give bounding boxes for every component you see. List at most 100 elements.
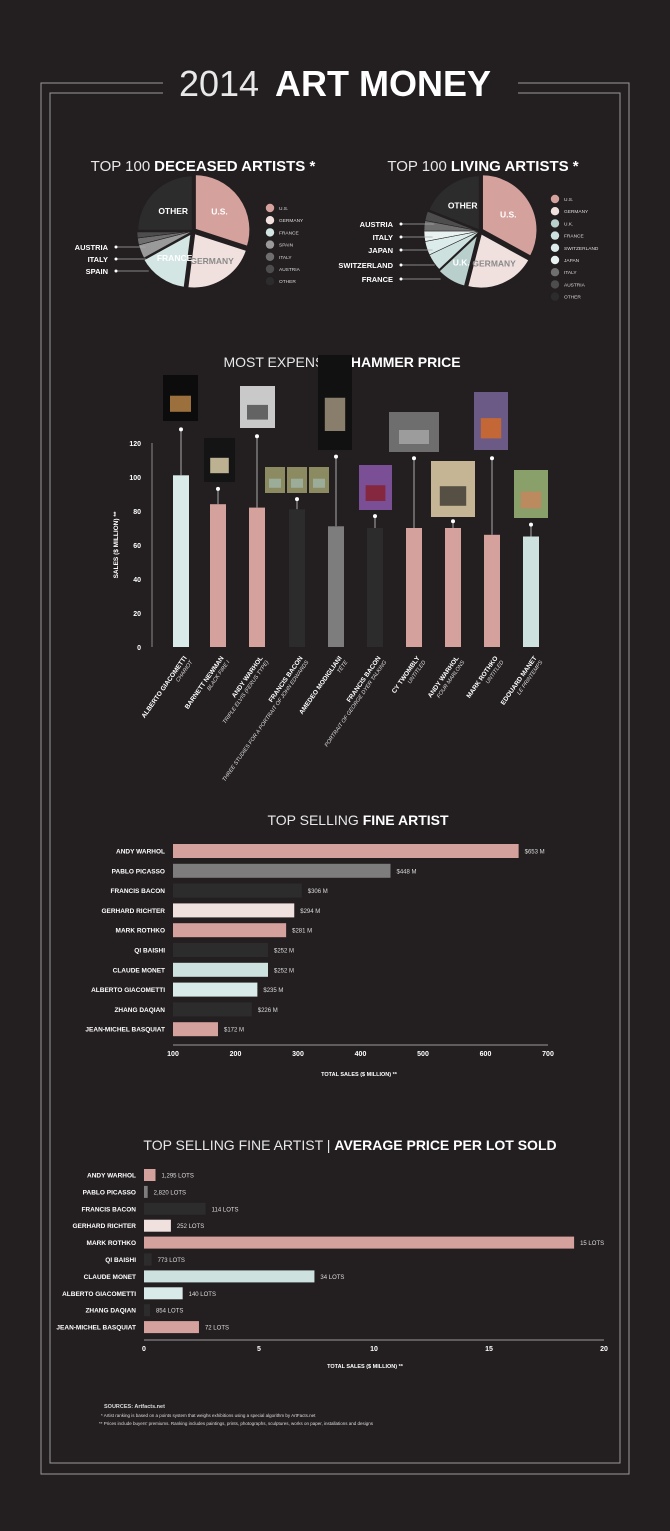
pin-dot	[179, 427, 183, 432]
chart-title: MOST EXPENSIVE HAMMER PRICE	[223, 354, 460, 370]
legend-swatch	[550, 268, 560, 277]
bar-category-label: CLAUDE MONET	[84, 1274, 136, 1281]
artwork-detail	[365, 485, 386, 501]
bar-category-label: ZHANG DAQIAN	[85, 1308, 136, 1315]
pie-slice-label: GERMANY	[472, 259, 516, 269]
bar	[173, 943, 268, 957]
legend-swatch	[550, 207, 560, 216]
legend-swatch	[550, 219, 560, 228]
pin-dot	[255, 434, 259, 439]
x-tick-label: 15	[485, 1346, 493, 1353]
x-axis-label: TOTAL SALES ($ MILLION) **	[321, 1072, 398, 1078]
pin-dot	[412, 456, 416, 461]
bar	[406, 528, 422, 647]
bar-artist: ALBERTO GIACOMETTI	[141, 655, 189, 720]
artwork-detail	[291, 478, 303, 488]
y-tick-label: 40	[133, 577, 141, 584]
bar-value-label: 140 LOTS	[189, 1292, 216, 1298]
callout-label: SWITZERLAND	[338, 261, 393, 270]
bar-category-label: JEAN-MICHEL BASQUIAT	[85, 1027, 165, 1034]
bar-value-label: $252 M	[274, 968, 294, 974]
legend-swatch	[550, 231, 560, 240]
bar	[144, 1169, 156, 1181]
pie-slice-label: GERMANY	[190, 256, 234, 266]
x-tick-label: 0	[142, 1346, 146, 1353]
bar	[173, 923, 287, 938]
chart-title-light: TOP 100	[91, 158, 151, 175]
legend-label: OTHER	[279, 279, 296, 285]
legend-swatch	[550, 280, 560, 289]
legend-label: FRANCE	[564, 234, 584, 240]
bar-category-label: GERHARD RICHTER	[101, 908, 165, 915]
pin-dot	[490, 456, 494, 461]
y-tick-label: 80	[133, 509, 141, 516]
callout-dot	[114, 269, 118, 273]
bar-value-label: 773 LOTS	[158, 1258, 185, 1264]
callout-dot	[399, 222, 403, 226]
callout-dot	[114, 257, 118, 261]
title-main: ART MONEY	[275, 63, 491, 104]
bar-value-label: $653 M	[525, 850, 545, 856]
y-tick-label: 60	[133, 543, 141, 550]
bar-value-label: $294 M	[300, 909, 320, 915]
bar	[445, 528, 461, 647]
pie-slice-other	[135, 173, 195, 233]
y-tick-label: 0	[137, 645, 141, 652]
artwork-detail	[170, 395, 191, 412]
x-tick-label: 400	[355, 1051, 367, 1058]
bar	[173, 863, 391, 878]
pin-dot	[373, 514, 377, 519]
footer-note-2: ** Prices include buyers' premiums. Rank…	[99, 1421, 374, 1426]
pin-dot	[451, 519, 455, 524]
bar	[144, 1321, 199, 1334]
legend-swatch	[265, 277, 275, 286]
bar-category-label: GERHARD RICHTER	[72, 1223, 136, 1230]
bar	[144, 1236, 575, 1249]
frame-inner-left	[49, 92, 621, 1464]
pie-slice-label: OTHER	[158, 206, 188, 216]
bar-category-label: ALBERTO GIACOMETTI	[91, 987, 165, 994]
legend-swatch	[550, 194, 560, 204]
callout-label: ITALY	[373, 233, 393, 242]
pie-legend: U.S. GERMANY FRANCE SPAIN ITALY AUSTRIA OTHER	[265, 203, 304, 286]
legend-label: OTHER	[564, 295, 581, 301]
chart-title-bold: AVERAGE PRICE PER LOT SOLD	[334, 1137, 556, 1153]
bar-category-label: CLAUDE MONET	[113, 967, 165, 974]
bar-category-label: QI BAISHI	[105, 1257, 136, 1264]
artwork-detail	[247, 404, 268, 420]
bar	[144, 1219, 171, 1232]
bar-category-label: PABLO PICASSO	[83, 1189, 136, 1196]
pie-slice-other	[426, 173, 482, 233]
callout-dot	[399, 248, 403, 252]
legend-label: GERMANY	[564, 209, 589, 215]
bar-value-label: $226 M	[258, 1008, 278, 1014]
pin-dot	[295, 497, 299, 502]
pie-slice-us	[480, 172, 539, 259]
bar	[289, 509, 305, 647]
bar-category-label: ANDY WARHOL	[116, 849, 165, 856]
bar	[210, 504, 226, 647]
artwork-detail	[313, 478, 325, 488]
callout-dot	[399, 235, 403, 239]
bar	[144, 1304, 150, 1317]
chart-title-light: MOST EXPENSIVE	[223, 354, 346, 370]
bar	[173, 844, 519, 858]
frame-outer-left	[40, 82, 630, 1475]
legend-swatch	[265, 228, 275, 237]
horizontal-bar-chart: ANDY WARHOL $653 M PABLO PICASSO $448 M FRAN…	[85, 844, 554, 1078]
bar-category-label: ZHANG DAQIAN	[114, 1007, 165, 1014]
chart-title-bold: LIVING ARTISTS *	[451, 158, 579, 175]
callout-label: JAPAN	[368, 246, 393, 255]
pie-slice-germany	[185, 231, 249, 290]
bar	[328, 526, 344, 647]
bar-artist: EDOUARD MANET	[500, 655, 539, 706]
callout-label: SPAIN	[86, 267, 108, 276]
legend-label: JAPAN	[564, 258, 580, 264]
chart-title-light: TOP SELLING	[267, 812, 358, 828]
artwork-detail	[210, 457, 229, 474]
artwork-detail	[480, 418, 502, 439]
